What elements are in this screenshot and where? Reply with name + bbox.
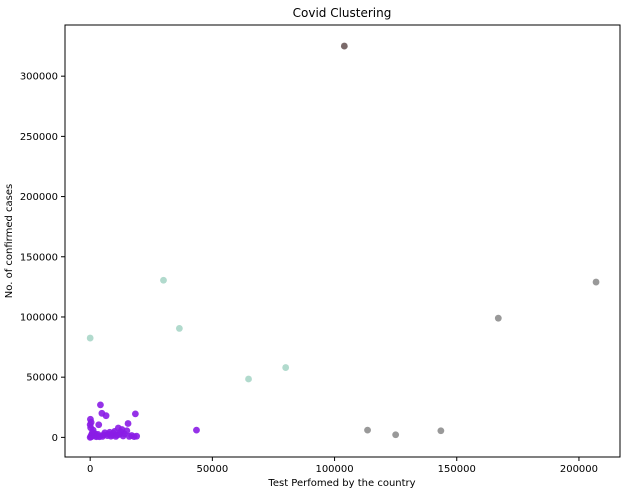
y-axis-title: No. of confirmed cases — [4, 184, 15, 298]
scatter-point — [133, 432, 141, 440]
x-tick-label: 50000 — [196, 464, 228, 475]
scatter-point — [392, 431, 400, 439]
scatter-point — [95, 421, 103, 429]
scatter-point — [160, 276, 167, 284]
plot-area — [64, 24, 621, 458]
scatter-point — [340, 42, 348, 50]
x-tick-label: 0 — [87, 464, 93, 475]
scatter-point — [437, 427, 445, 435]
scatter-point — [592, 278, 600, 286]
y-tick-label: 50000 — [26, 373, 58, 384]
x-tick-label: 150000 — [438, 464, 476, 475]
scatter-point — [245, 375, 252, 383]
points-layer — [86, 42, 600, 441]
y-tick-label: 300000 — [20, 72, 58, 83]
scatter-point — [282, 364, 290, 371]
scatter-point — [87, 415, 94, 423]
scatter-point — [97, 401, 104, 409]
scatter-point — [124, 420, 132, 427]
scatter-point — [494, 314, 502, 322]
scatter-point — [131, 410, 139, 418]
plot-frame — [64, 24, 621, 458]
y-tick-label: 200000 — [20, 192, 58, 203]
scatter-point — [175, 325, 183, 332]
x-axis-ticks: 0 50000 100000 150000 200000 — [87, 457, 598, 475]
scatter-point — [193, 426, 200, 434]
scatter-point — [364, 426, 371, 434]
y-tick-label: 0 — [52, 433, 58, 444]
scatter-point — [123, 427, 131, 435]
y-tick-label: 150000 — [20, 252, 58, 263]
scatter-point — [86, 334, 94, 342]
y-tick-label: 250000 — [20, 132, 58, 143]
scatter-point — [102, 412, 110, 420]
chart-title: Covid Clustering — [293, 6, 392, 20]
x-tick-label: 200000 — [560, 464, 598, 475]
x-tick-label: 100000 — [315, 464, 353, 475]
y-tick-label: 100000 — [20, 312, 58, 323]
y-axis-ticks: 0 50000 100000 150000 200000 250000 300000 — [20, 72, 65, 444]
x-axis-title: Test Perfomed by the country — [267, 478, 415, 489]
